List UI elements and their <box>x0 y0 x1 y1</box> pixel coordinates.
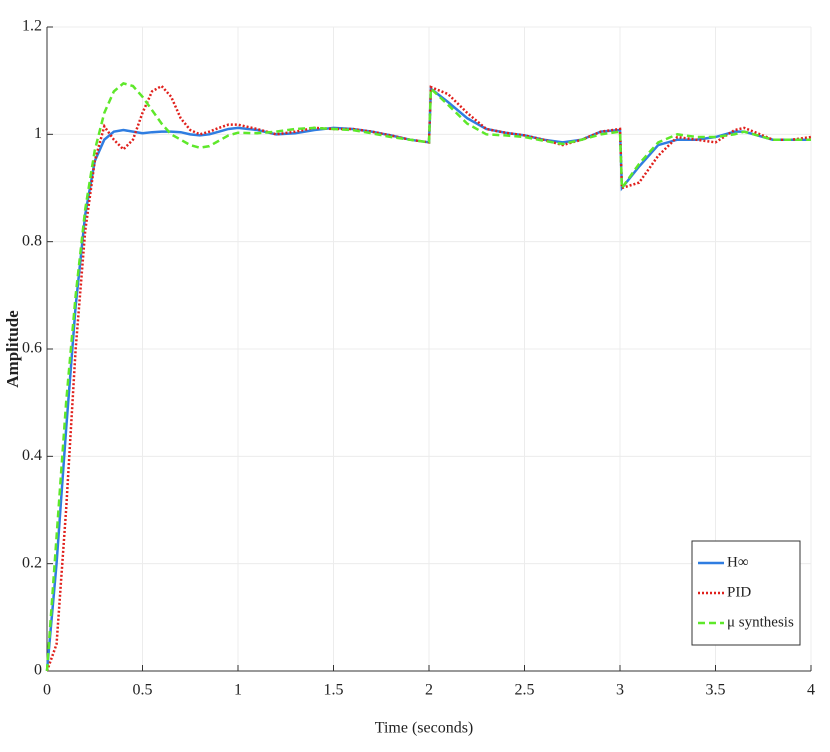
data-line <box>45 81 811 672</box>
legend: H∞ PID μ synthesis <box>691 540 801 646</box>
data-line <box>45 84 812 672</box>
x-tick-label: 4 <box>807 682 815 699</box>
x-tick-label: 0 <box>43 682 51 699</box>
x-tick-label: 1.5 <box>324 682 344 699</box>
legend-label: μ synthesis <box>727 614 794 630</box>
x-tick-label: 2.5 <box>515 682 535 699</box>
y-tick-label: 0.8 <box>22 232 42 249</box>
x-tick-label: 3 <box>616 682 624 699</box>
y-tick-label: 0.4 <box>22 447 42 464</box>
x-axis-label: Time (seconds) <box>375 720 474 737</box>
y-tick-label: 0.6 <box>22 340 42 357</box>
y-tick-label: 1 <box>34 125 42 142</box>
x-tick-label: 1 <box>234 682 242 699</box>
y-tick-label: 1.2 <box>22 18 42 35</box>
y-tick-label: 0.2 <box>22 554 42 571</box>
x-tick-label: 0.5 <box>133 682 153 699</box>
y-tick-label: 0 <box>34 662 42 679</box>
y-axis-label: Amplitude <box>3 310 22 388</box>
x-tick-label: 2 <box>425 682 433 699</box>
legend-label: PID <box>727 584 751 600</box>
x-tick-label: 3.5 <box>706 682 726 699</box>
legend-label: H∞ <box>727 554 749 570</box>
